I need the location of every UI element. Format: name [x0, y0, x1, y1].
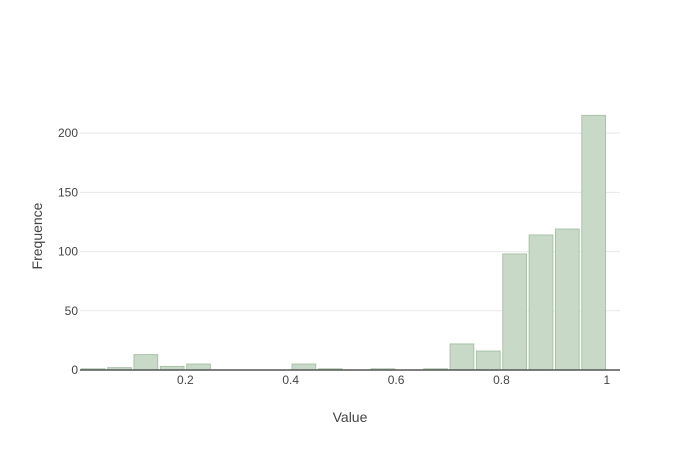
x-axis-ticks: 0.2 0.4 0.6 0.8 1: [177, 373, 610, 387]
x-tick-label: 0.4: [282, 373, 299, 387]
histogram-bar: [554, 228, 580, 371]
y-axis-title: Frequence: [29, 202, 45, 269]
y-tick-label: 150: [58, 185, 78, 199]
histogram-bar: [475, 350, 501, 371]
histogram-bar: [581, 114, 607, 371]
histogram-bar: [449, 343, 475, 371]
y-tick-label: 50: [65, 304, 79, 318]
histogram-bar: [291, 363, 317, 371]
x-tick-label: 0.6: [388, 373, 405, 387]
y-tick-label: 100: [58, 245, 78, 259]
x-tick-label: 1: [603, 373, 610, 387]
y-tick-label: 0: [71, 363, 78, 377]
histogram-bar: [186, 363, 211, 371]
histogram-bar: [528, 234, 554, 371]
x-tick-label: 0.8: [493, 373, 510, 387]
y-tick-label: 200: [58, 126, 78, 140]
y-axis-ticks: 0 50 100 150 200: [58, 126, 78, 377]
histogram-bar: [133, 354, 159, 371]
x-tick-label: 0.2: [177, 373, 194, 387]
histogram-bar: [502, 253, 527, 371]
bars: [80, 114, 607, 371]
x-axis-title: Value: [333, 409, 368, 425]
